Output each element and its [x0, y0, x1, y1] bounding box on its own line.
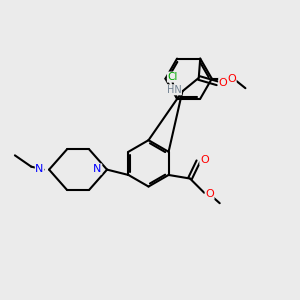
Text: O: O — [219, 78, 227, 88]
Text: Cl: Cl — [167, 72, 178, 82]
Text: O: O — [200, 155, 208, 165]
Text: HN: HN — [167, 85, 182, 95]
Text: O: O — [227, 74, 236, 84]
Text: N: N — [93, 164, 102, 174]
Text: N: N — [35, 164, 44, 174]
Text: O: O — [205, 189, 214, 199]
